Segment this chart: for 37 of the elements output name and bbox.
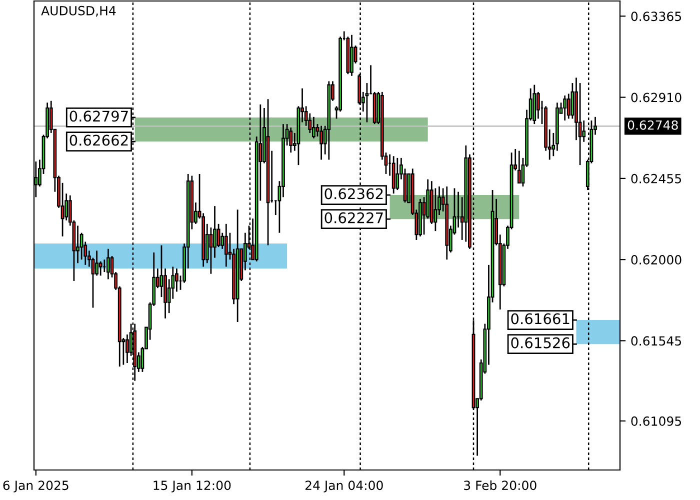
candlestick	[224, 223, 228, 268]
annotation: 0.61526	[511, 337, 570, 348]
candlestick	[289, 126, 293, 154]
y-tick-label: 0.62910	[631, 92, 682, 102]
annotation: 0.62362	[324, 188, 383, 200]
candlestick	[434, 188, 438, 232]
candlestick	[563, 94, 567, 122]
candlestick	[209, 226, 213, 275]
candlestick	[566, 93, 570, 120]
candlestick	[312, 116, 316, 140]
candlestick	[126, 334, 129, 364]
candlestick	[396, 157, 400, 191]
candlestick	[216, 223, 220, 248]
candlestick	[582, 120, 586, 143]
x-tick-label: 6 Jan 2025	[3, 480, 68, 492]
y-tick-label: 0.61545	[631, 336, 682, 346]
chart-title: AUDUSD,H4	[41, 6, 116, 17]
candlestick	[365, 82, 369, 123]
y-tick-label: 0.61095	[631, 416, 682, 426]
x-tick-label: 24 Jan 04:00	[305, 480, 383, 492]
candlestick	[98, 260, 102, 276]
annotation: 0.62797	[70, 110, 128, 122]
annotation: 0.62662	[70, 134, 128, 146]
candlestick	[95, 250, 98, 276]
candlestick	[517, 150, 521, 184]
candlestick	[106, 248, 110, 280]
x-tick-label: 3 Feb 20:00	[464, 480, 536, 490]
ref-line-label: 0.62748	[628, 120, 678, 130]
candlestick	[320, 125, 323, 160]
x-tick-label: 15 Jan 12:00	[154, 480, 231, 492]
y-tick-label: 0.62455	[631, 174, 682, 184]
candlestick	[570, 82, 574, 120]
candlestick	[76, 224, 80, 264]
annotation: 0.61661	[511, 313, 570, 324]
annotation: 0.62227	[324, 212, 383, 224]
y-tick-label: 0.63365	[631, 12, 682, 22]
y-tick-label: 0.62000	[631, 255, 682, 264]
